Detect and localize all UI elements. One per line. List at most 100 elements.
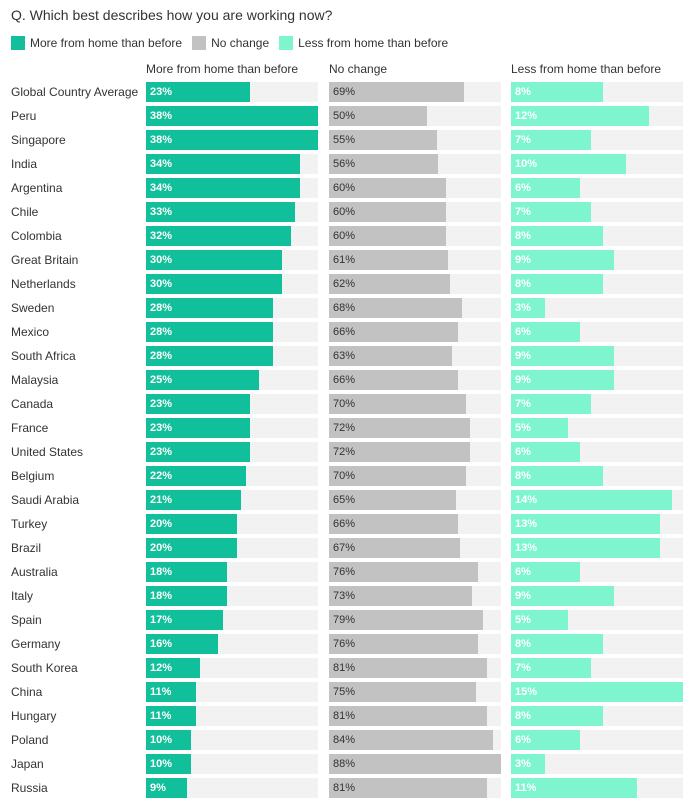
- bar-track-less: 6%: [511, 730, 683, 750]
- category-label: Peru: [11, 109, 37, 123]
- bar-more: [146, 154, 300, 174]
- bar-less: [511, 514, 660, 534]
- bar-more: [146, 394, 250, 414]
- category-label: Great Britain: [11, 253, 79, 267]
- bar-track-more: 17%: [146, 610, 318, 630]
- bar-nochange: [329, 322, 458, 342]
- bar-less: [511, 730, 580, 750]
- bar-value-label: 63%: [333, 350, 356, 362]
- bar-value-label: 81%: [333, 662, 356, 674]
- bar-value-label: 81%: [333, 710, 356, 722]
- bar-more: [146, 514, 237, 534]
- bar-value-label: 73%: [333, 590, 356, 602]
- legend-swatch-more: [11, 36, 25, 50]
- bar-track-more: 16%: [146, 634, 318, 654]
- legend: More from home than before No change Less …: [11, 35, 458, 51]
- bar-track-more: 23%: [146, 394, 318, 414]
- bar-track-nochange: 76%: [329, 562, 501, 582]
- bar-value-label: 69%: [333, 86, 356, 98]
- bar-less: [511, 394, 591, 414]
- bar-more: [146, 730, 191, 750]
- bar-value-label: 81%: [333, 782, 356, 794]
- bar-value-label: 16%: [150, 638, 173, 650]
- bar-track-nochange: 60%: [329, 178, 501, 198]
- category-label: Canada: [11, 397, 54, 411]
- category-label: Sweden: [11, 301, 55, 315]
- bar-more: [146, 418, 250, 438]
- bar-track-nochange: 66%: [329, 514, 501, 534]
- bar-less: [511, 778, 637, 798]
- bar-track-more: 18%: [146, 562, 318, 582]
- bar-value-label: 33%: [150, 206, 173, 218]
- bar-more: [146, 466, 246, 486]
- bar-value-label: 23%: [150, 86, 173, 98]
- bar-nochange: [329, 610, 483, 630]
- bar-more: [146, 370, 259, 390]
- bar-value-label: 60%: [333, 230, 356, 242]
- bar-track-less: 8%: [511, 706, 683, 726]
- category-label: Saudi Arabia: [11, 493, 80, 507]
- bar-value-label: 8%: [515, 470, 531, 482]
- bar-more: [146, 106, 318, 126]
- bar-value-label: 30%: [150, 254, 173, 266]
- bar-nochange: [329, 754, 501, 774]
- bar-more: [146, 490, 241, 510]
- bar-more: [146, 322, 273, 342]
- bar-value-label: 11%: [150, 686, 172, 698]
- bar-value-label: 6%: [515, 566, 531, 578]
- bar-track-less: 8%: [511, 226, 683, 246]
- bar-less: [511, 754, 545, 774]
- bar-less: [511, 322, 580, 342]
- bar-value-label: 7%: [515, 206, 531, 218]
- bar-more: [146, 346, 273, 366]
- bar-more: [146, 274, 282, 294]
- legend-swatch-less: [279, 36, 294, 50]
- bar-track-nochange: 66%: [329, 370, 501, 390]
- bar-less: [511, 610, 568, 630]
- bar-nochange: [329, 346, 452, 366]
- bar-track-nochange: 88%: [329, 754, 501, 774]
- bar-track-more: 25%: [146, 370, 318, 390]
- bar-track-more: 23%: [146, 82, 318, 102]
- bar-track-nochange: 75%: [329, 682, 501, 702]
- bar-value-label: 5%: [515, 422, 531, 434]
- bar-value-label: 11%: [515, 782, 537, 794]
- category-label: Colombia: [11, 229, 62, 243]
- bar-value-label: 32%: [150, 230, 173, 242]
- bar-track-more: 28%: [146, 346, 318, 366]
- bar-value-label: 20%: [150, 542, 173, 554]
- bar-value-label: 60%: [333, 182, 356, 194]
- category-label: Mexico: [11, 325, 50, 339]
- bar-more: [146, 586, 227, 606]
- bar-nochange: [329, 370, 458, 390]
- bar-nochange: [329, 82, 464, 102]
- bar-value-label: 28%: [150, 326, 173, 338]
- bar-value-label: 30%: [150, 278, 173, 290]
- column-header-less: Less from home than before: [511, 62, 662, 76]
- bar-nochange: [329, 226, 446, 246]
- category-label: Turkey: [11, 517, 48, 531]
- bar-value-label: 20%: [150, 518, 173, 530]
- bar-value-label: 8%: [515, 230, 531, 242]
- bar-nochange: [329, 562, 478, 582]
- column-header-more: More from home than before: [146, 62, 299, 76]
- bar-track-nochange: 55%: [329, 130, 501, 150]
- bar-track-more: 9%: [146, 778, 318, 798]
- bar-track-nochange: 79%: [329, 610, 501, 630]
- category-label: India: [11, 157, 38, 171]
- bar-more: [146, 442, 250, 462]
- category-label: Chile: [11, 205, 39, 219]
- bar-more: [146, 706, 196, 726]
- bar-track-nochange: 60%: [329, 202, 501, 222]
- bar-nochange: [329, 730, 493, 750]
- bar-less: [511, 706, 603, 726]
- bar-track-nochange: 81%: [329, 706, 501, 726]
- bar-value-label: 9%: [150, 782, 166, 794]
- bar-nochange: [329, 178, 446, 198]
- bar-value-label: 62%: [333, 278, 356, 290]
- bar-value-label: 6%: [515, 446, 531, 458]
- bar-track-more: 33%: [146, 202, 318, 222]
- question-title: Q. Which best describes how you are work…: [11, 7, 333, 23]
- bar-value-label: 79%: [333, 614, 356, 626]
- bar-track-nochange: 70%: [329, 394, 501, 414]
